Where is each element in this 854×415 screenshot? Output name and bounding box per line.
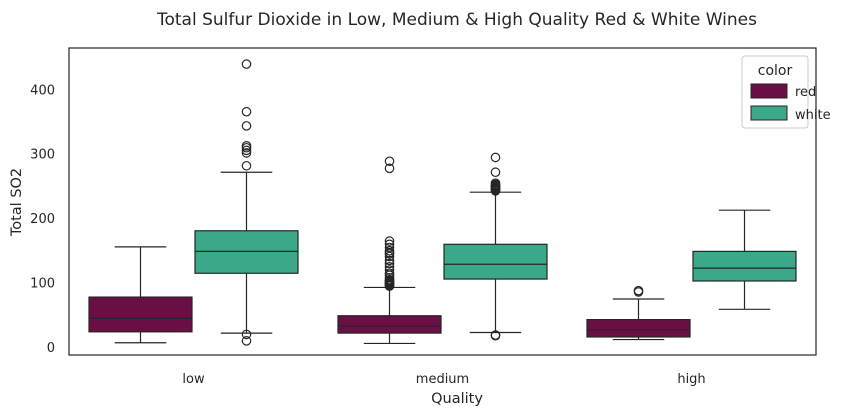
outlier-point bbox=[384, 268, 395, 279]
box-white-medium bbox=[443, 243, 548, 280]
box-red-high bbox=[586, 319, 691, 338]
outlier-point bbox=[241, 160, 252, 171]
outlier-point bbox=[384, 236, 395, 246]
outlier-point bbox=[384, 265, 395, 275]
box-red-medium bbox=[337, 315, 442, 334]
box-white-high bbox=[692, 250, 797, 282]
legend-title: color bbox=[758, 63, 793, 79]
outlier-point bbox=[384, 242, 395, 253]
outlier-point bbox=[384, 255, 395, 266]
outlier-point bbox=[241, 121, 252, 131]
outlier-point bbox=[384, 251, 395, 262]
chart-title: Total Sulfur Dioxide in Low, Medium & Hi… bbox=[156, 10, 757, 30]
plot-frame bbox=[68, 47, 817, 356]
outlier-point bbox=[241, 336, 252, 346]
legend-swatch-white bbox=[750, 105, 788, 121]
outlier-point bbox=[384, 163, 395, 174]
outlier-point bbox=[384, 272, 395, 283]
box-red-low bbox=[88, 296, 193, 333]
x-axis-label: Quality bbox=[431, 391, 483, 407]
legend-swatch-red bbox=[750, 83, 788, 99]
outlier-point bbox=[384, 239, 395, 250]
outlier-point bbox=[241, 59, 252, 69]
outlier-point bbox=[241, 148, 252, 158]
outlier-point bbox=[384, 156, 395, 167]
legend: color red white bbox=[741, 55, 831, 129]
outlier-point bbox=[633, 285, 644, 296]
x-tick-label: low bbox=[182, 372, 205, 387]
outlier-point bbox=[384, 245, 395, 256]
outlier-point bbox=[241, 329, 252, 340]
y-tick-label: 200 bbox=[30, 212, 55, 227]
y-tick-label: 100 bbox=[30, 276, 55, 291]
box-white-low bbox=[194, 230, 299, 274]
outlier-point bbox=[490, 167, 501, 178]
y-tick-label: 0 bbox=[47, 341, 55, 356]
x-tick-label: medium bbox=[416, 372, 469, 387]
outlier-point bbox=[490, 330, 501, 340]
plot-area: 0 100 200 300 400 low medium high bbox=[30, 59, 797, 387]
outlier-point bbox=[241, 141, 252, 151]
outlier-point bbox=[490, 178, 501, 188]
y-tick-label: 400 bbox=[30, 83, 55, 98]
x-tick-label: high bbox=[677, 372, 705, 387]
outlier-point bbox=[241, 145, 252, 156]
outlier-point bbox=[384, 258, 395, 269]
y-tick-label: 300 bbox=[30, 148, 55, 163]
outlier-point bbox=[490, 152, 501, 163]
outlier-point bbox=[241, 106, 252, 117]
legend-label-white: white bbox=[795, 108, 831, 123]
y-axis-label: Total SO2 bbox=[9, 168, 25, 237]
legend-label-red: red bbox=[795, 85, 816, 100]
outlier-point bbox=[384, 262, 395, 272]
